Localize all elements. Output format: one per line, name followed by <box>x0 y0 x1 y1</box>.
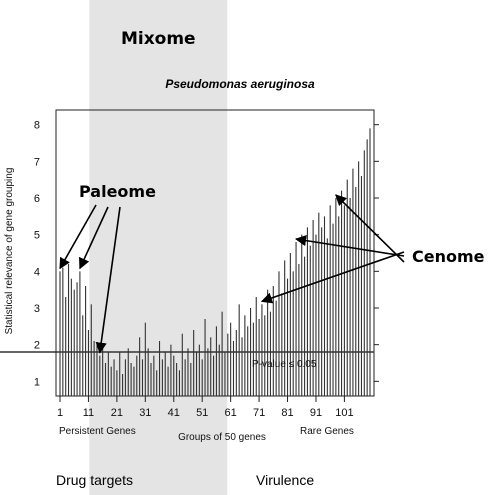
x-tick-label: 71 <box>253 407 265 419</box>
rare-genes-label: Rare Genes <box>300 426 354 437</box>
mixome-band <box>89 0 228 495</box>
x-axis: 1 11 21 31 41 51 61 71 81 91 101 <box>57 395 354 419</box>
x-tick-label: 31 <box>139 407 151 419</box>
annotations-group: Paleome Cenome <box>59 182 485 354</box>
y-axis: 1 2 3 4 5 6 7 8 <box>34 110 379 396</box>
annotation-arrow <box>59 204 97 270</box>
drug-targets-label: Drug targets <box>56 472 133 488</box>
annotation-arrow <box>95 206 121 354</box>
y-tick-label: 4 <box>34 266 40 278</box>
x-tick-label: 51 <box>196 407 208 419</box>
y-tick-label: 2 <box>34 340 40 352</box>
x-tick-label: 101 <box>335 407 353 419</box>
x-tick-label: 1 <box>57 407 63 419</box>
x-tick-label: 81 <box>281 407 293 419</box>
virulence-label: Virulence <box>256 472 314 488</box>
paleome-label: Paleome <box>79 182 156 201</box>
y-tick-label: 7 <box>34 156 40 168</box>
annotation-arrow <box>294 235 405 257</box>
x-axis-label: Groups of 50 genes <box>178 432 266 443</box>
y-tick-label: 8 <box>34 120 40 132</box>
annotation-arrow <box>79 206 109 270</box>
x-tick-label: 41 <box>168 407 180 419</box>
chart-title: Pseudomonas aeruginosa <box>165 77 315 91</box>
annotation-arrow <box>260 251 405 304</box>
x-tick-label: 91 <box>310 407 322 419</box>
x-tick-label: 21 <box>111 407 123 419</box>
persistent-genes-label: Persistent Genes <box>59 426 136 437</box>
bars-group <box>59 128 371 396</box>
y-tick-label: 3 <box>34 303 40 315</box>
x-tick-label: 61 <box>225 407 237 419</box>
y-tick-label: 1 <box>34 376 40 388</box>
mixome-label: Mixome <box>121 29 196 49</box>
y-tick-label: 6 <box>34 193 40 205</box>
y-tick-label: 5 <box>34 230 40 242</box>
annotation-arrow <box>335 194 405 263</box>
x-tick-label: 11 <box>83 407 94 419</box>
cenome-label: Cenome <box>412 247 485 266</box>
threshold-label: P-value ≤ 0.05 <box>252 359 317 370</box>
y-axis-label: Statistical relevance of gene grouping <box>4 168 15 335</box>
